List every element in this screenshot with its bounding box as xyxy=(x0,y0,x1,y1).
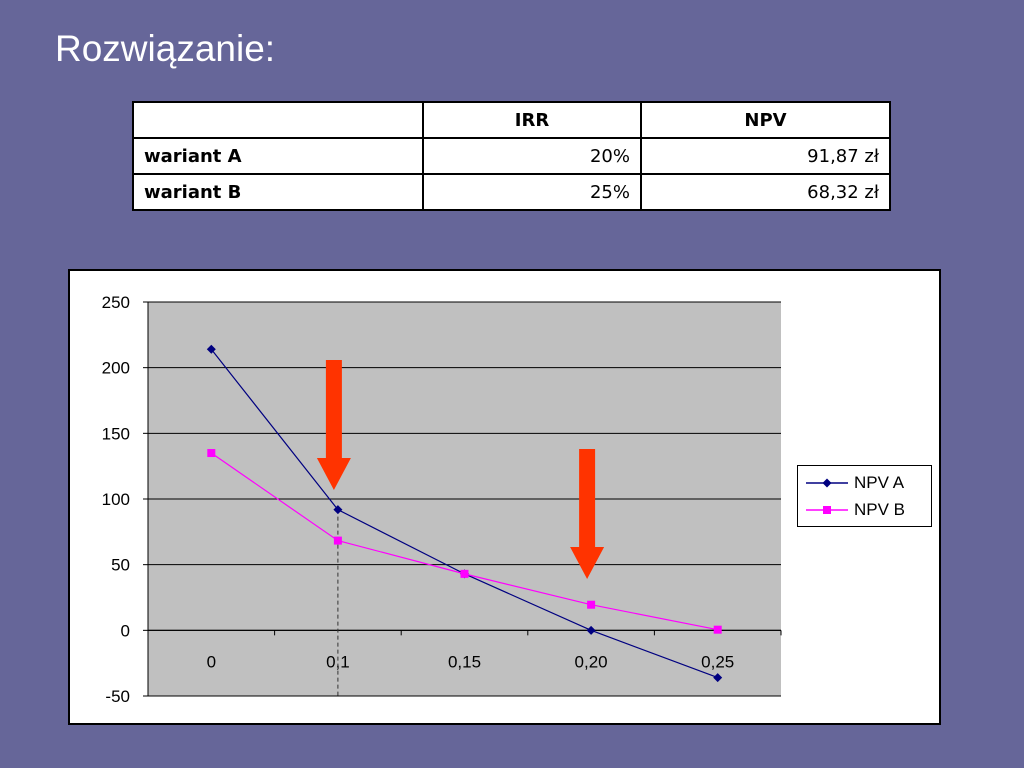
cell-npv-wariant-a: 91,87 zł xyxy=(640,137,891,175)
y-tick-label: 150 xyxy=(102,424,130,443)
cell-npv-wariant-b: 68,32 zł xyxy=(640,173,891,211)
red-arrow-annotation xyxy=(316,360,351,490)
y-tick-label: 50 xyxy=(111,556,130,575)
table-header-npv: NPV xyxy=(640,101,891,139)
legend-marker-square-icon xyxy=(806,506,848,514)
legend-label-npv-a: NPV A xyxy=(854,473,905,492)
x-tick-label: 0 xyxy=(207,652,216,671)
red-arrow-annotation xyxy=(570,449,605,579)
y-tick-label: -50 xyxy=(105,687,130,706)
y-tick-label: 100 xyxy=(102,490,130,509)
data-point-npv-b xyxy=(460,569,469,578)
row-label-wariant-b: wariant B xyxy=(132,173,424,211)
table-header-empty xyxy=(132,101,424,139)
row-label-wariant-a: wariant A xyxy=(132,137,424,175)
data-point-npv-b xyxy=(587,600,596,609)
chart-legend: NPV A NPV B xyxy=(797,465,932,527)
legend-label-npv-b: NPV B xyxy=(854,500,906,519)
legend-item-npv-b: NPV B xyxy=(806,498,931,522)
data-point-npv-b xyxy=(207,449,216,458)
data-point-npv-a xyxy=(713,673,723,683)
data-point-npv-b xyxy=(333,536,342,545)
data-point-npv-a xyxy=(206,344,216,354)
chart-container: 250 200 150 100 50 0 -50 0 0,1 0,15 0,20 0,25 NPV A… xyxy=(68,269,941,725)
legend-item-npv-a: NPV A xyxy=(806,471,931,495)
data-point-npv-b xyxy=(713,625,722,634)
x-tick-label: 0,20 xyxy=(575,652,608,671)
results-table: IRR NPV wariant A 20% 91,87 zł wariant B… xyxy=(132,101,891,211)
table-row: wariant B 25% 68,32 zł xyxy=(132,173,891,211)
slide-title: Rozwiązanie: xyxy=(55,28,276,69)
x-tick-label: 0,1 xyxy=(326,652,350,671)
cell-irr-wariant-b: 25% xyxy=(422,173,642,211)
legend-marker-diamond-icon xyxy=(806,478,848,488)
table-header-irr: IRR xyxy=(422,101,642,139)
table-header-row: IRR NPV xyxy=(132,101,891,139)
npv-chart: 250 200 150 100 50 0 -50 0 0,1 0,15 0,20 0,25 xyxy=(102,293,782,706)
data-point-npv-a xyxy=(333,505,343,515)
x-tick-label: 0,15 xyxy=(448,652,481,671)
table-row: wariant A 20% 91,87 zł xyxy=(132,137,891,175)
x-tick-label: 0,25 xyxy=(701,652,734,671)
y-tick-label: 250 xyxy=(102,293,130,312)
data-point-npv-a xyxy=(586,625,596,635)
y-tick-label: 0 xyxy=(121,621,130,640)
y-tick-label: 200 xyxy=(102,359,130,378)
cell-irr-wariant-a: 20% xyxy=(422,137,642,175)
